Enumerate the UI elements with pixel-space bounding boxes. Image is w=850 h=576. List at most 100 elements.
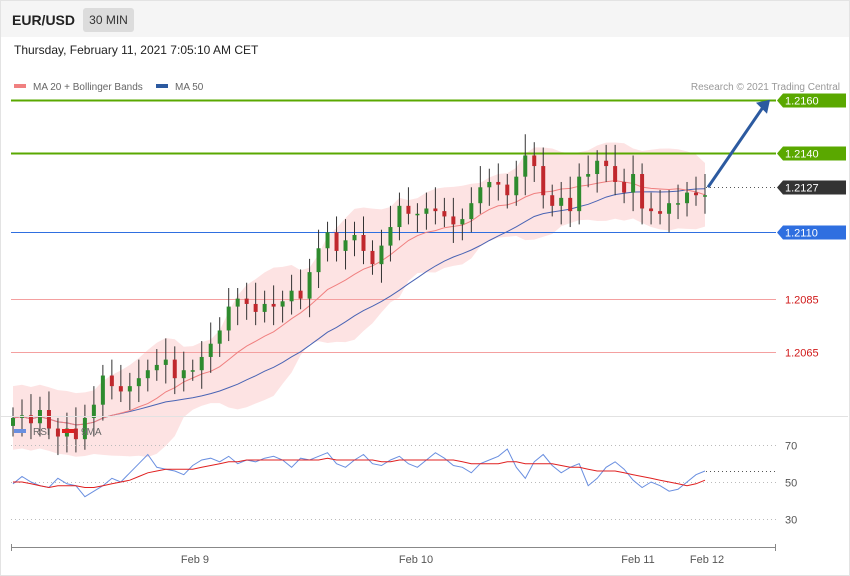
candle-body [496,181,501,185]
candle-body [406,205,411,214]
candle-body [532,155,537,167]
candle-body [568,197,573,212]
candle-body [523,155,528,177]
candle-body [136,378,141,387]
candle-body [649,208,654,212]
level-tag-1.2127 [777,180,846,195]
candle-body [415,213,420,216]
candle-body [262,303,267,312]
candle-body [235,298,240,307]
candle-body [280,301,285,307]
symbol-label: EUR/USD [12,12,76,28]
rsi-tick-30: 30 [785,515,797,527]
candle-body [388,227,393,246]
candle-body [163,359,168,365]
candle-body [316,248,321,273]
candle-body [703,195,707,197]
rsi-legend-label-0: RSI [33,427,50,438]
candle-body [361,235,366,251]
candle-body [379,245,384,265]
candle-body [694,192,699,196]
candle-body [595,160,600,175]
candle-body [640,174,645,209]
candle-body [460,219,465,225]
candle-body [397,205,402,228]
candle-body [127,386,132,392]
candle-body [424,208,429,214]
candle-body [55,428,60,437]
candle-body [487,181,492,188]
candle-body [271,303,276,307]
rsi-legend-swatch-1 [62,429,74,433]
candle-body [622,181,627,193]
candle-body [118,386,123,392]
candle-body [307,272,312,299]
candle-body [667,203,672,214]
candle-body [370,250,375,265]
candle-body [352,235,357,241]
rsi-tick-70: 70 [785,441,797,453]
candle-body [343,240,348,251]
legend-swatch-1 [156,84,168,88]
candle-body [550,195,555,206]
candle-body [541,166,546,196]
x-tick-Feb-10: Feb 10 [399,554,433,566]
candle-body [676,203,681,205]
candle-body [505,184,510,196]
candle-body [244,298,249,304]
candle-body [469,203,474,220]
level-label-1.2065: 1.2065 [785,348,819,360]
candle-body [586,174,591,177]
candle-body [631,174,636,193]
candle-body [82,417,87,440]
rsi-line [12,448,706,498]
legend-label-0: MA 20 + Bollinger Bands [33,82,143,93]
level-label-1.2140: 1.2140 [785,149,819,161]
ma50-line [12,188,706,426]
candle-body [325,232,330,249]
level-tag-1.2110 [777,225,846,240]
candle-body [91,404,96,418]
candle-body [145,370,150,379]
rsi-legend-label-1: 9MA [81,427,102,438]
candle-body [433,208,438,212]
candle-body [577,176,582,212]
candle-body [109,375,114,387]
candle-body [613,166,618,182]
candle-body [253,303,258,312]
header-bar: EUR/USD 30 MIN [1,1,849,37]
x-tick-Feb-12: Feb 12 [690,554,724,566]
arrow-head [756,99,770,114]
candle-body [154,364,159,371]
candle-body [685,192,690,204]
candle-body [289,290,294,302]
candle-body [11,417,15,426]
candle-body [28,415,33,424]
candle-body [190,370,195,372]
x-tick-Feb-11: Feb 11 [621,554,654,566]
level-label-1.2127: 1.2127 [785,183,819,195]
timeframe-chip[interactable]: 30 MIN [83,8,134,32]
x-tick-Feb-9: Feb 9 [181,554,209,566]
level-tag-1.2160 [777,93,846,108]
legend-label-1: MA 50 [175,82,204,93]
projection-arrow [706,104,766,189]
candle-body [46,410,51,429]
copyright-text: Research © 2021 Trading Central [691,82,840,93]
candle-body [199,356,204,371]
rsi-tick-50: 50 [785,478,797,490]
candle-body [604,160,609,167]
candle-body [100,375,105,405]
candle-body [217,330,222,344]
ma20-line [12,180,706,426]
candle-body [658,211,663,214]
level-label-1.2110: 1.2110 [785,228,818,240]
candle-body [451,216,456,225]
candle-body [334,232,339,251]
candle-body [208,343,213,357]
candle-body [73,428,78,440]
candle-body [442,211,447,217]
datetime-label: Thursday, February 11, 2021 7:05:10 AM C… [14,43,259,57]
